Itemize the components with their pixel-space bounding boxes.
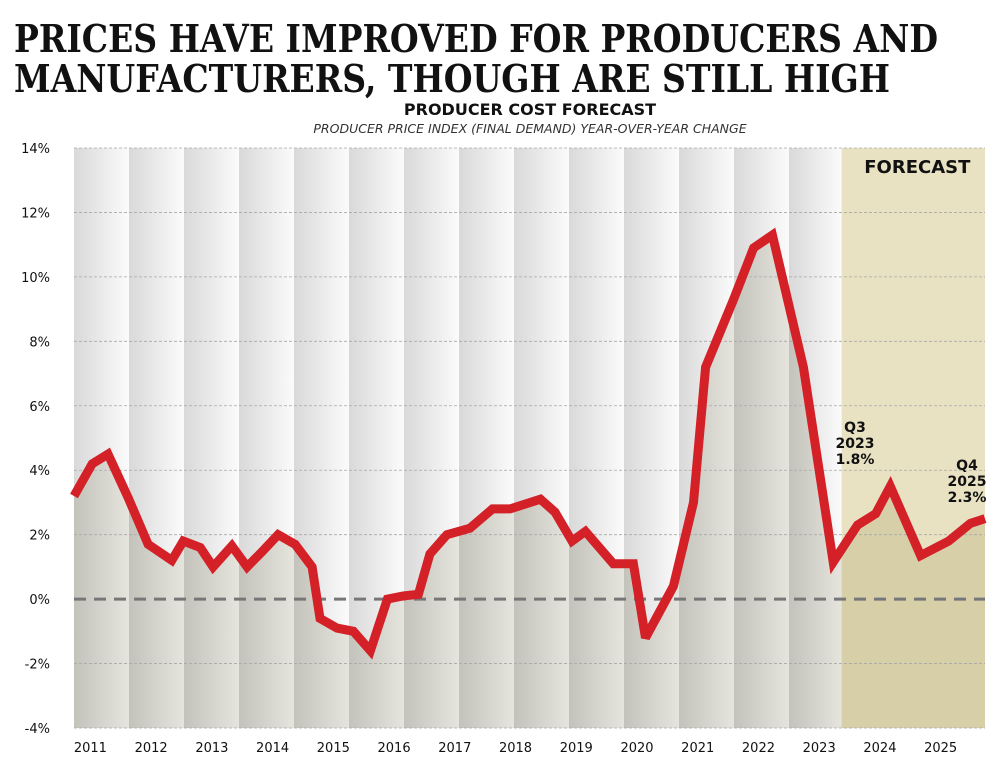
y-tick-label: -4% — [25, 722, 50, 737]
x-tick-label: 2018 — [499, 741, 532, 756]
x-tick-label: 2019 — [560, 741, 593, 756]
annotation-text: 2023 — [836, 436, 875, 452]
y-axis: 14% 12% 10% 8% 6% 4% 2% 0% -2% -4% — [21, 142, 50, 737]
annotation-text: 1.8% — [836, 452, 875, 468]
annotation-text: 2025 — [948, 474, 987, 490]
headline-line-2: MANUFACTURERS, THOUGH ARE STILL HIGH — [14, 56, 890, 101]
x-tick-label: 2016 — [378, 741, 411, 756]
series-line-group — [70, 227, 987, 660]
x-tick-label: 2015 — [317, 741, 350, 756]
y-tick-label: -2% — [25, 658, 50, 673]
x-axis: 2011 2012 2013 2014 2015 2016 2017 2018 2019 2020… — [74, 741, 957, 756]
gridlines — [74, 147, 985, 729]
x-tick-label: 2014 — [256, 741, 289, 756]
x-tick-label: 2012 — [135, 741, 168, 756]
x-tick-label: 2011 — [74, 741, 107, 756]
x-tick-label: 2013 — [195, 741, 228, 756]
x-tick-label: 2020 — [620, 741, 653, 756]
y-tick-label: 10% — [21, 271, 50, 286]
forecast-label: FORECAST — [864, 157, 971, 178]
x-tick-label: 2023 — [803, 741, 836, 756]
y-tick-label: 0% — [29, 593, 50, 608]
x-tick-label: 2022 — [742, 741, 775, 756]
y-tick-label: 14% — [21, 142, 50, 157]
y-tick-label: 6% — [29, 400, 50, 415]
y-tick-label: 2% — [29, 529, 50, 544]
chart-title: PRODUCER COST FORECAST — [404, 100, 656, 119]
area-band — [734, 235, 789, 728]
y-tick-label: 4% — [29, 464, 50, 479]
y-tick-label: 12% — [21, 206, 50, 221]
annotation-text: Q3 — [844, 420, 866, 436]
x-tick-label: 2024 — [863, 741, 896, 756]
y-tick-label: 8% — [29, 335, 50, 350]
x-tick-label: 2021 — [681, 741, 714, 756]
annotation-text: 2.3% — [948, 490, 987, 506]
x-tick-label: 2025 — [924, 741, 957, 756]
headline-line-1: PRICES HAVE IMPROVED FOR PRODUCERS AND — [14, 16, 938, 61]
annotation-text: Q4 — [956, 458, 978, 474]
chart-subtitle: PRODUCER PRICE INDEX (FINAL DEMAND) YEAR… — [313, 121, 746, 136]
x-tick-label: 2017 — [438, 741, 471, 756]
